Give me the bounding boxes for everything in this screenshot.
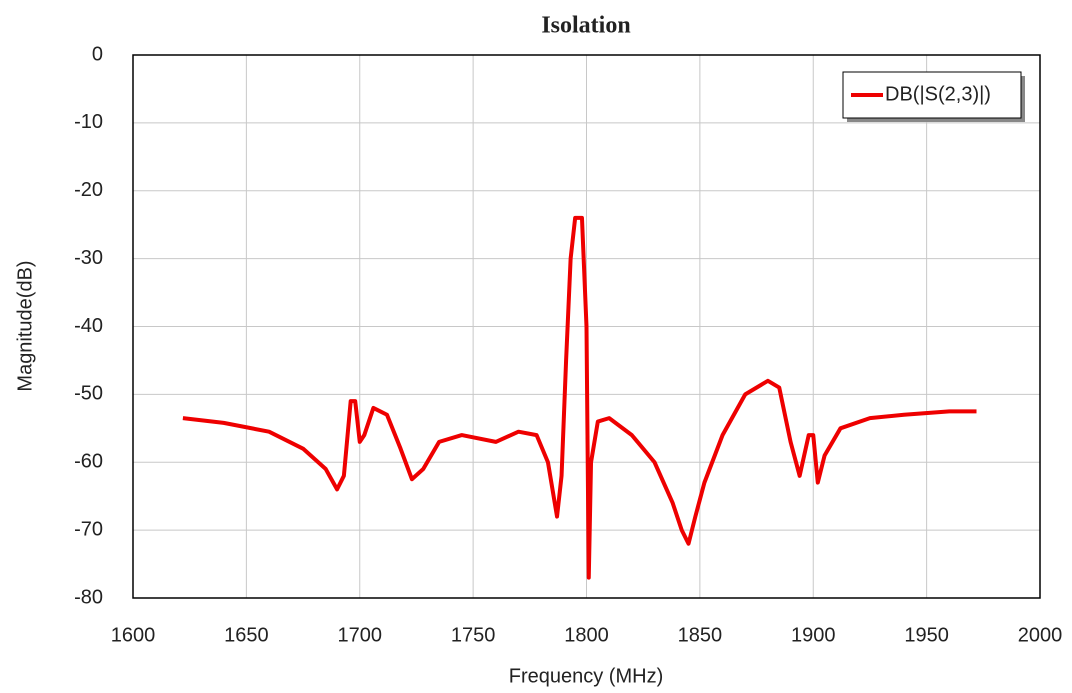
x-tick-label: 1900 xyxy=(791,624,836,646)
plot-border xyxy=(132,54,1041,599)
chart-title: Isolation xyxy=(541,13,630,39)
x-tick-label: 1750 xyxy=(451,624,496,646)
legend-label: DB(|S(2,3)|) xyxy=(885,83,991,105)
x-tick-label: 1600 xyxy=(111,624,156,646)
y-tick-label: -70 xyxy=(74,518,103,540)
x-tick-label: 2000 xyxy=(1018,624,1063,646)
x-tick-label: 1950 xyxy=(904,624,949,646)
y-tick-label: -50 xyxy=(74,383,103,405)
x-tick-label: 1850 xyxy=(678,624,723,646)
x-tick-label: 1700 xyxy=(338,624,383,646)
y-tick-label: -30 xyxy=(74,247,103,269)
y-tick-label: -80 xyxy=(74,586,103,608)
y-tick-label: -20 xyxy=(74,179,103,201)
y-tick-label: -40 xyxy=(74,315,103,337)
x-tick-label: 1650 xyxy=(224,624,269,646)
y-axis-label: Magnitude(dB) xyxy=(14,260,36,391)
y-tick-label: 0 xyxy=(92,43,103,65)
data-line xyxy=(182,215,977,580)
x-axis-label: Frequency (MHz) xyxy=(509,665,663,687)
y-tick-label: -10 xyxy=(74,111,103,133)
y-tick-label: -60 xyxy=(74,451,103,473)
x-tick-label: 1800 xyxy=(564,624,609,646)
